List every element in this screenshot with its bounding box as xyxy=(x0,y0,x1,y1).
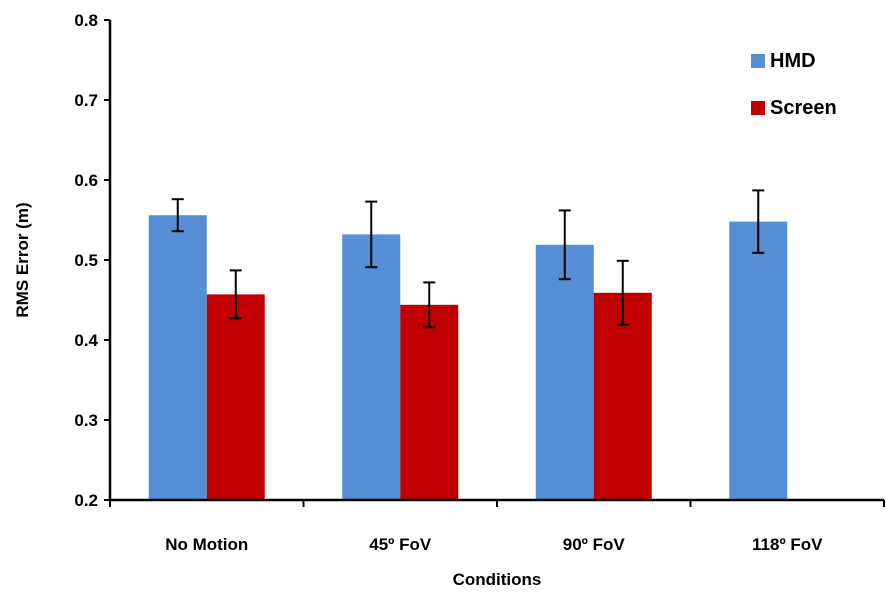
legend-swatch-hmd xyxy=(751,54,765,68)
y-tick-label: 0.6 xyxy=(74,171,98,190)
y-tick-label: 0.3 xyxy=(74,411,98,430)
bars-group xyxy=(148,215,788,500)
bar-hmd-2 xyxy=(342,234,401,500)
x-ticks-group: No Motion 45º FoV 90º FoV 118º FoV xyxy=(109,500,885,554)
bar-hmd-4 xyxy=(729,221,788,500)
x-category-label: 90º FoV xyxy=(563,535,626,554)
bar-screen-3 xyxy=(593,292,652,500)
legend: HMD Screen xyxy=(751,50,837,119)
y-tick-label: 0.4 xyxy=(74,331,98,350)
bar-screen-2 xyxy=(400,304,459,500)
x-category-label: 45º FoV xyxy=(369,535,432,554)
legend-label-hmd: HMD xyxy=(770,50,816,72)
bar-hmd-3 xyxy=(535,244,594,500)
error-bars-group xyxy=(171,189,765,329)
x-category-label: No Motion xyxy=(165,535,248,554)
y-tick-label: 0.2 xyxy=(74,491,98,510)
y-tick-label: 0.7 xyxy=(74,91,98,110)
y-tick-label: 0.8 xyxy=(74,11,98,30)
legend-swatch-screen xyxy=(751,101,765,115)
bar-screen-1 xyxy=(206,294,265,500)
legend-label-screen: Screen xyxy=(770,97,837,119)
x-axis-title: Conditions xyxy=(453,570,542,589)
x-category-label: 118º FoV xyxy=(752,535,823,554)
y-axis-title: RMS Error (m) xyxy=(13,202,32,317)
y-tick-label: 0.5 xyxy=(74,251,98,270)
y-ticks-group: 0.2 0.3 0.4 0.5 0.6 0.7 0.8 xyxy=(74,11,110,510)
bar-hmd-1 xyxy=(148,215,207,500)
